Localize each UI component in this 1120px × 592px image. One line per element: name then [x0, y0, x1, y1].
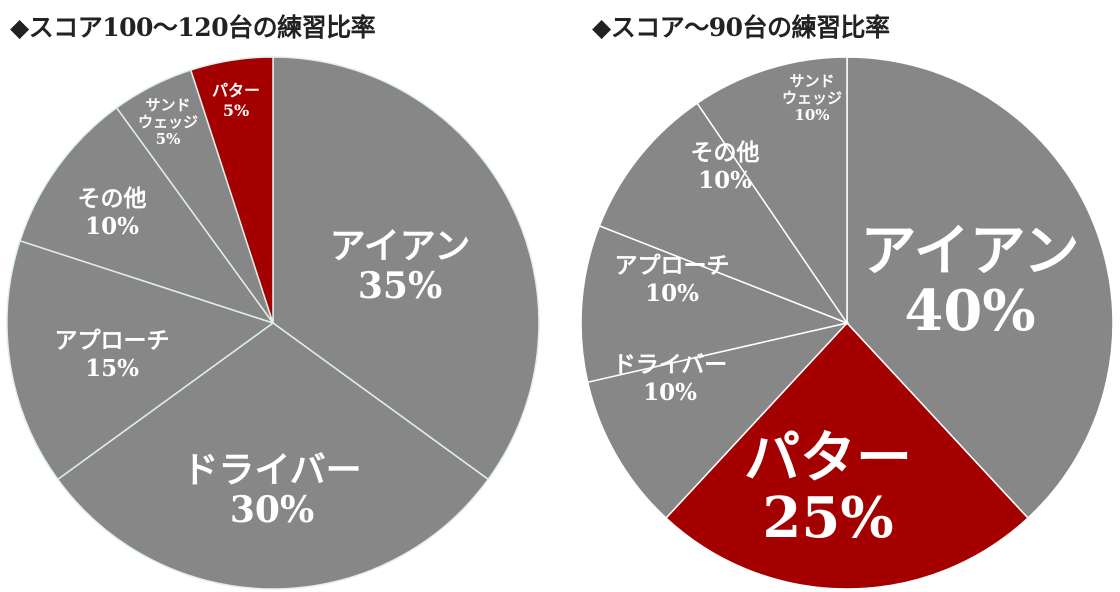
pie-slice — [56, 322, 490, 590]
slice-value: 15% — [85, 355, 139, 382]
slice-value: 10% — [698, 167, 752, 194]
slice-value: 10% — [645, 280, 699, 307]
slice-name: その他 — [78, 185, 147, 212]
pie-slice — [696, 56, 848, 326]
slice-name: アイアン — [330, 225, 471, 267]
pie-slice — [580, 224, 850, 384]
slice-value: 30% — [230, 489, 314, 531]
pie-slice — [586, 321, 850, 520]
slice-value: 10% — [643, 379, 697, 406]
pie-slice — [272, 56, 540, 481]
pie-slice — [189, 56, 274, 324]
slice-value: 5% — [223, 101, 249, 120]
right-chart-title: ◆スコア〜90台の練習比率 — [592, 13, 890, 42]
slice-name: アプローチ — [615, 252, 730, 279]
pie-slice — [598, 102, 849, 325]
slice-value: 35% — [358, 265, 442, 307]
slice-name: その他 — [691, 139, 760, 166]
pie-slice — [665, 321, 1029, 590]
left-chart-title: ◆スコア100〜120台の練習比率 — [10, 13, 376, 42]
slice-name: アプローチ — [55, 327, 170, 354]
slice-name: アイアン — [861, 218, 1080, 284]
slice-value: 10% — [794, 106, 829, 124]
slice-name: サンドウェッジ — [782, 72, 842, 107]
slice-name: ドライバー — [613, 351, 728, 378]
slice-name: パター — [744, 425, 912, 491]
pie-slice — [6, 239, 275, 481]
slice-name: サンドウェッジ — [138, 96, 198, 131]
slice-value: 10% — [85, 213, 139, 240]
slice-value: 25% — [762, 485, 893, 551]
slice-value: 40% — [904, 278, 1035, 344]
pie-slice — [846, 56, 1114, 520]
slice-name: ドライバー — [182, 449, 361, 491]
pie-slice — [19, 106, 275, 325]
slice-value: 5% — [156, 130, 181, 148]
slice-name: パター — [212, 81, 260, 100]
